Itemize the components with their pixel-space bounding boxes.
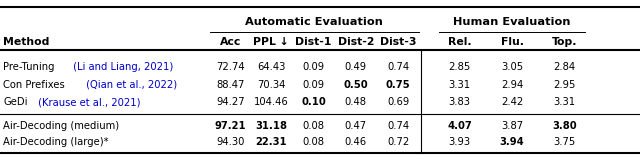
Text: 3.93: 3.93 xyxy=(449,137,470,147)
Text: 3.94: 3.94 xyxy=(500,137,524,147)
Text: 72.74: 72.74 xyxy=(216,62,244,72)
Text: 2.42: 2.42 xyxy=(501,97,523,107)
Text: 0.69: 0.69 xyxy=(387,97,409,107)
Text: 70.34: 70.34 xyxy=(257,80,285,90)
Text: Pre-Tuning: Pre-Tuning xyxy=(3,62,54,72)
Text: 2.94: 2.94 xyxy=(501,80,523,90)
Text: 2.85: 2.85 xyxy=(449,62,470,72)
Text: 0.47: 0.47 xyxy=(345,121,367,131)
Text: 0.74: 0.74 xyxy=(387,121,409,131)
Text: Dist-2: Dist-2 xyxy=(337,37,374,47)
Text: 3.87: 3.87 xyxy=(501,121,523,131)
Text: 3.80: 3.80 xyxy=(552,121,577,131)
Text: 94.27: 94.27 xyxy=(216,97,244,107)
Text: Air-Decoding (medium): Air-Decoding (medium) xyxy=(3,121,119,131)
Text: 0.75: 0.75 xyxy=(386,80,410,90)
Text: 104.46: 104.46 xyxy=(254,97,289,107)
Text: 22.31: 22.31 xyxy=(255,137,287,147)
Text: Flu.: Flu. xyxy=(500,37,524,47)
Text: 2.84: 2.84 xyxy=(554,62,575,72)
Text: Method: Method xyxy=(3,37,49,47)
Text: 97.21: 97.21 xyxy=(214,121,246,131)
Text: 2.95: 2.95 xyxy=(554,80,575,90)
Text: GeDi: GeDi xyxy=(3,97,28,107)
Text: 3.31: 3.31 xyxy=(554,97,575,107)
Text: Dist-1: Dist-1 xyxy=(296,37,332,47)
Text: 3.31: 3.31 xyxy=(449,80,470,90)
Text: 3.05: 3.05 xyxy=(501,62,523,72)
Text: 0.10: 0.10 xyxy=(301,97,326,107)
Text: 0.08: 0.08 xyxy=(303,137,324,147)
Text: 64.43: 64.43 xyxy=(257,62,285,72)
Text: PPL ↓: PPL ↓ xyxy=(253,37,289,47)
Text: 0.50: 0.50 xyxy=(344,80,368,90)
Text: 94.30: 94.30 xyxy=(216,137,244,147)
Text: Top.: Top. xyxy=(552,37,577,47)
Text: 0.48: 0.48 xyxy=(345,97,367,107)
Text: Con Prefixes: Con Prefixes xyxy=(3,80,65,90)
Text: (Qian et al., 2022): (Qian et al., 2022) xyxy=(83,80,177,90)
Text: 31.18: 31.18 xyxy=(255,121,287,131)
Text: 0.08: 0.08 xyxy=(303,121,324,131)
Text: Rel.: Rel. xyxy=(448,37,471,47)
Text: (Li and Liang, 2021): (Li and Liang, 2021) xyxy=(70,62,173,72)
Text: Automatic Evaluation: Automatic Evaluation xyxy=(245,17,383,27)
Text: 0.72: 0.72 xyxy=(387,137,409,147)
Text: Acc: Acc xyxy=(220,37,241,47)
Text: 3.75: 3.75 xyxy=(554,137,575,147)
Text: 3.83: 3.83 xyxy=(449,97,470,107)
Text: 0.74: 0.74 xyxy=(387,62,409,72)
Text: 0.09: 0.09 xyxy=(303,80,324,90)
Text: 4.07: 4.07 xyxy=(447,121,472,131)
Text: 0.46: 0.46 xyxy=(345,137,367,147)
Text: Dist-3: Dist-3 xyxy=(380,37,417,47)
Text: Human Evaluation: Human Evaluation xyxy=(453,17,571,27)
Text: 0.49: 0.49 xyxy=(345,62,367,72)
Text: Air-Decoding (large)*: Air-Decoding (large)* xyxy=(3,137,109,147)
Text: 0.09: 0.09 xyxy=(303,62,324,72)
Text: (Krause et al., 2021): (Krause et al., 2021) xyxy=(35,97,140,107)
Text: 88.47: 88.47 xyxy=(216,80,244,90)
